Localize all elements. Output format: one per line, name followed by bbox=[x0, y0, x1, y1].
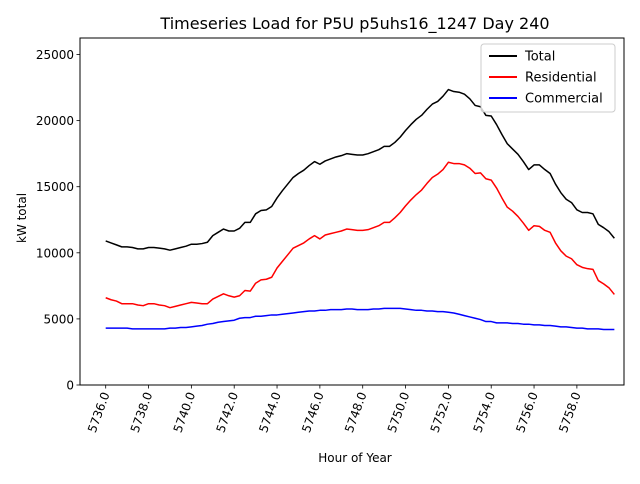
series-line-residential bbox=[105, 161, 615, 309]
legend-label-total: Total bbox=[524, 50, 555, 65]
y-tick-label: 20000 bbox=[36, 114, 74, 128]
series-line-commercial bbox=[105, 307, 615, 331]
x-axis-label: Hour of Year bbox=[318, 451, 392, 465]
y-tick-label: 5000 bbox=[43, 312, 74, 326]
y-tick-label: 15000 bbox=[36, 180, 74, 194]
y-tick-label: 10000 bbox=[36, 246, 74, 260]
y-tick-label: 25000 bbox=[36, 48, 74, 62]
legend-label-residential: Residential bbox=[525, 71, 597, 86]
legend-label-commercial: Commercial bbox=[525, 92, 603, 107]
axes-frame bbox=[79, 37, 625, 386]
chart-title: Timeseries Load for P5U p5uhs16_1247 Day… bbox=[159, 14, 549, 34]
y-axis-label: kW total bbox=[15, 193, 29, 243]
legend: Total Residential Commercial bbox=[480, 43, 616, 113]
y-tick-label: 0 bbox=[66, 379, 74, 393]
legend-box bbox=[480, 43, 616, 113]
series-line-total bbox=[105, 88, 615, 251]
